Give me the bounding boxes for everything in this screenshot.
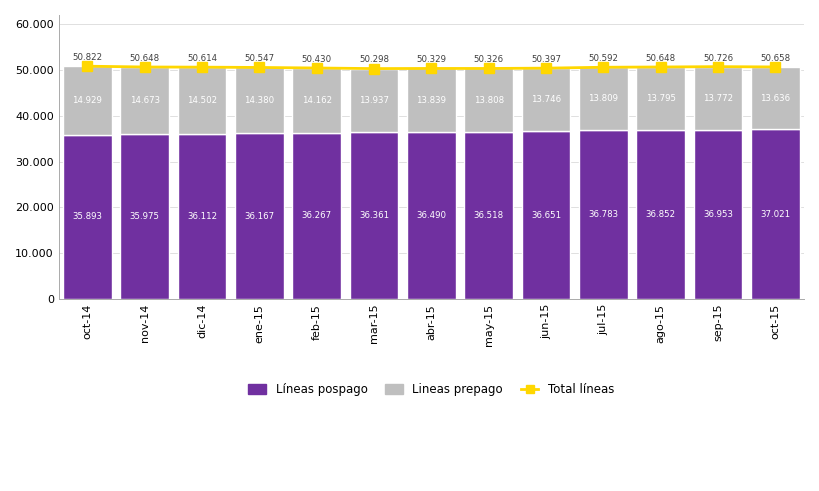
Text: 14.929: 14.929 (72, 96, 102, 105)
Text: 13.772: 13.772 (703, 94, 733, 103)
Total líneas (255, 64, 265, 70)
Text: 36.651: 36.651 (531, 211, 561, 219)
Text: 14.380: 14.380 (244, 96, 274, 105)
Total líneas (541, 65, 551, 71)
Total líneas (197, 64, 207, 70)
Text: 13.809: 13.809 (588, 94, 618, 104)
Total líneas (599, 64, 609, 70)
Bar (522, 131, 570, 299)
Bar (751, 130, 799, 299)
Text: 13.808: 13.808 (473, 96, 504, 105)
Text: 50.298: 50.298 (359, 55, 389, 64)
Bar (464, 132, 513, 299)
Total líneas (427, 65, 437, 71)
Text: 36.783: 36.783 (588, 210, 618, 219)
Bar (579, 131, 627, 299)
Total líneas (83, 63, 93, 69)
Bar (350, 133, 398, 299)
Bar (407, 132, 455, 299)
Text: 50.329: 50.329 (416, 55, 446, 64)
Total líneas (140, 64, 150, 70)
Text: 50.822: 50.822 (72, 53, 102, 62)
Total líneas (656, 64, 666, 70)
Bar (120, 67, 169, 134)
Total líneas (713, 64, 723, 70)
Text: 50.726: 50.726 (703, 54, 733, 62)
Bar (235, 67, 283, 134)
Total líneas (369, 66, 379, 72)
Text: 36.361: 36.361 (359, 211, 389, 220)
Text: 50.648: 50.648 (645, 54, 676, 63)
Text: 13.746: 13.746 (531, 95, 561, 104)
Text: 36.852: 36.852 (645, 210, 676, 219)
Text: 50.326: 50.326 (473, 55, 504, 64)
Bar (579, 67, 627, 131)
Bar (522, 68, 570, 131)
Text: 50.648: 50.648 (129, 54, 160, 63)
Bar (63, 135, 111, 299)
Bar (636, 130, 685, 299)
Text: 36.953: 36.953 (703, 210, 733, 219)
Bar (350, 69, 398, 133)
Text: 50.614: 50.614 (187, 54, 217, 63)
Text: 36.112: 36.112 (187, 212, 217, 221)
Text: 35.975: 35.975 (129, 212, 160, 221)
Bar (63, 66, 111, 135)
Text: 13.795: 13.795 (645, 94, 676, 103)
Text: 50.430: 50.430 (301, 55, 332, 64)
Total líneas (484, 65, 494, 71)
Bar (407, 68, 455, 132)
Text: 13.636: 13.636 (760, 94, 790, 103)
Bar (292, 133, 341, 299)
Text: 36.267: 36.267 (301, 212, 332, 220)
Text: 14.673: 14.673 (129, 96, 160, 105)
Text: 50.397: 50.397 (531, 55, 561, 64)
Text: 14.162: 14.162 (301, 96, 332, 105)
Line: Total líneas: Total líneas (83, 61, 781, 74)
Total líneas (312, 65, 322, 71)
Bar (120, 134, 169, 299)
Bar (751, 67, 799, 130)
Bar (178, 67, 226, 134)
Text: 13.839: 13.839 (416, 96, 446, 105)
Text: 36.490: 36.490 (416, 211, 446, 220)
Text: 35.893: 35.893 (72, 212, 102, 221)
Text: 50.547: 50.547 (244, 55, 274, 63)
Bar (464, 68, 513, 132)
Bar (235, 134, 283, 299)
Text: 36.167: 36.167 (244, 212, 274, 220)
Text: 14.502: 14.502 (187, 96, 217, 105)
Bar (636, 67, 685, 130)
Bar (694, 67, 742, 130)
Bar (292, 68, 341, 133)
Legend: Líneas pospago, Lineas prepago, Total líneas: Líneas pospago, Lineas prepago, Total lí… (244, 379, 619, 401)
Text: 36.518: 36.518 (473, 211, 504, 220)
Text: 50.658: 50.658 (760, 54, 790, 63)
Total líneas (771, 64, 781, 70)
Text: 13.937: 13.937 (359, 96, 389, 105)
Bar (694, 130, 742, 299)
Text: 37.021: 37.021 (760, 210, 790, 218)
Bar (178, 134, 226, 299)
Text: 50.592: 50.592 (588, 54, 618, 63)
